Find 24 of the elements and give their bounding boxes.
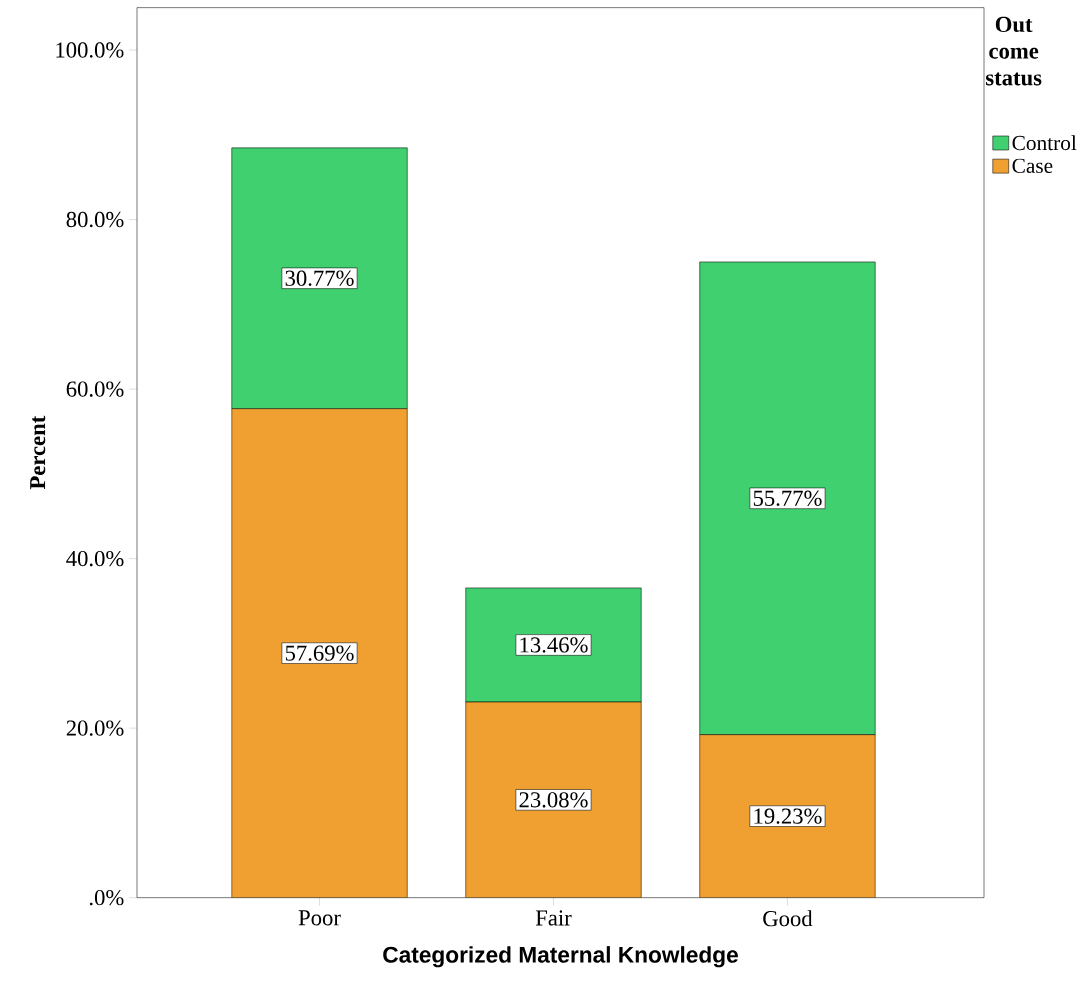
bar	[231, 408, 408, 898]
y-tick-label: 100.0%	[56, 42, 124, 58]
x-tick-label: Poor	[298, 910, 341, 926]
bar	[465, 587, 642, 703]
x-tick-label: Fair	[535, 910, 572, 926]
data-label: 55.77%	[753, 490, 822, 507]
legend-title: Out come status	[986, 16, 1042, 86]
data-label: 13.46%	[520, 637, 588, 653]
y-tick-label: 20.0%	[66, 720, 124, 736]
data-label: 23.08%	[519, 792, 588, 808]
x-tick-label: Good	[763, 910, 813, 927]
data-label: 19.23%	[754, 808, 822, 825]
y-tick-label: .0%	[89, 890, 124, 906]
y-tick-label: 80.0%	[66, 212, 124, 228]
y-tick-label: 40.0%	[66, 551, 124, 567]
data-label: 57.69%	[285, 645, 354, 662]
data-label: 30.77%	[285, 270, 354, 287]
bar	[699, 734, 876, 898]
legend-label: Case	[1012, 158, 1053, 174]
y-axis-title: Percent	[30, 416, 46, 490]
bar	[465, 701, 642, 898]
x-axis-title: Categorized Maternal Knowledge	[383, 946, 738, 968]
legend-label: Control	[1012, 135, 1077, 151]
y-tick-label: 60.0%	[66, 381, 124, 397]
